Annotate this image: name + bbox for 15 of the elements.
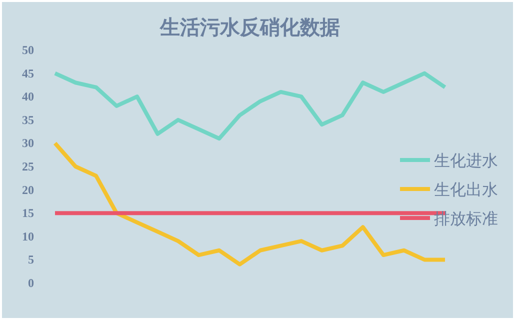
y-tick-label: 35 xyxy=(22,112,34,127)
y-tick-label: 15 xyxy=(22,206,34,220)
y-tick-label: 25 xyxy=(22,160,34,174)
chart-title: 生活污水反硝化数据 xyxy=(159,16,340,39)
y-tick-label: 5 xyxy=(28,252,34,267)
legend-label: 生化进水 xyxy=(434,152,498,170)
legend-label: 生化出水 xyxy=(434,181,498,199)
y-tick-label: 30 xyxy=(22,136,34,150)
y-tick-label: 45 xyxy=(22,66,34,80)
y-tick-label: 0 xyxy=(28,276,34,290)
legend-label: 排放标准 xyxy=(434,210,498,228)
y-tick-label: 50 xyxy=(22,43,34,57)
y-tick-label: 40 xyxy=(22,90,34,104)
y-tick-label: 20 xyxy=(22,182,34,197)
y-tick-label: 10 xyxy=(22,229,34,244)
